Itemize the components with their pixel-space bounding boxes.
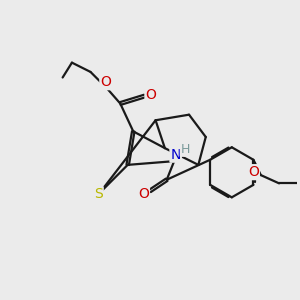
Text: O: O (100, 75, 111, 89)
Text: O: O (248, 165, 259, 179)
Text: N: N (170, 148, 181, 162)
Text: O: O (146, 88, 156, 102)
Text: O: O (138, 187, 149, 201)
Text: S: S (94, 187, 103, 201)
Text: H: H (181, 143, 190, 156)
